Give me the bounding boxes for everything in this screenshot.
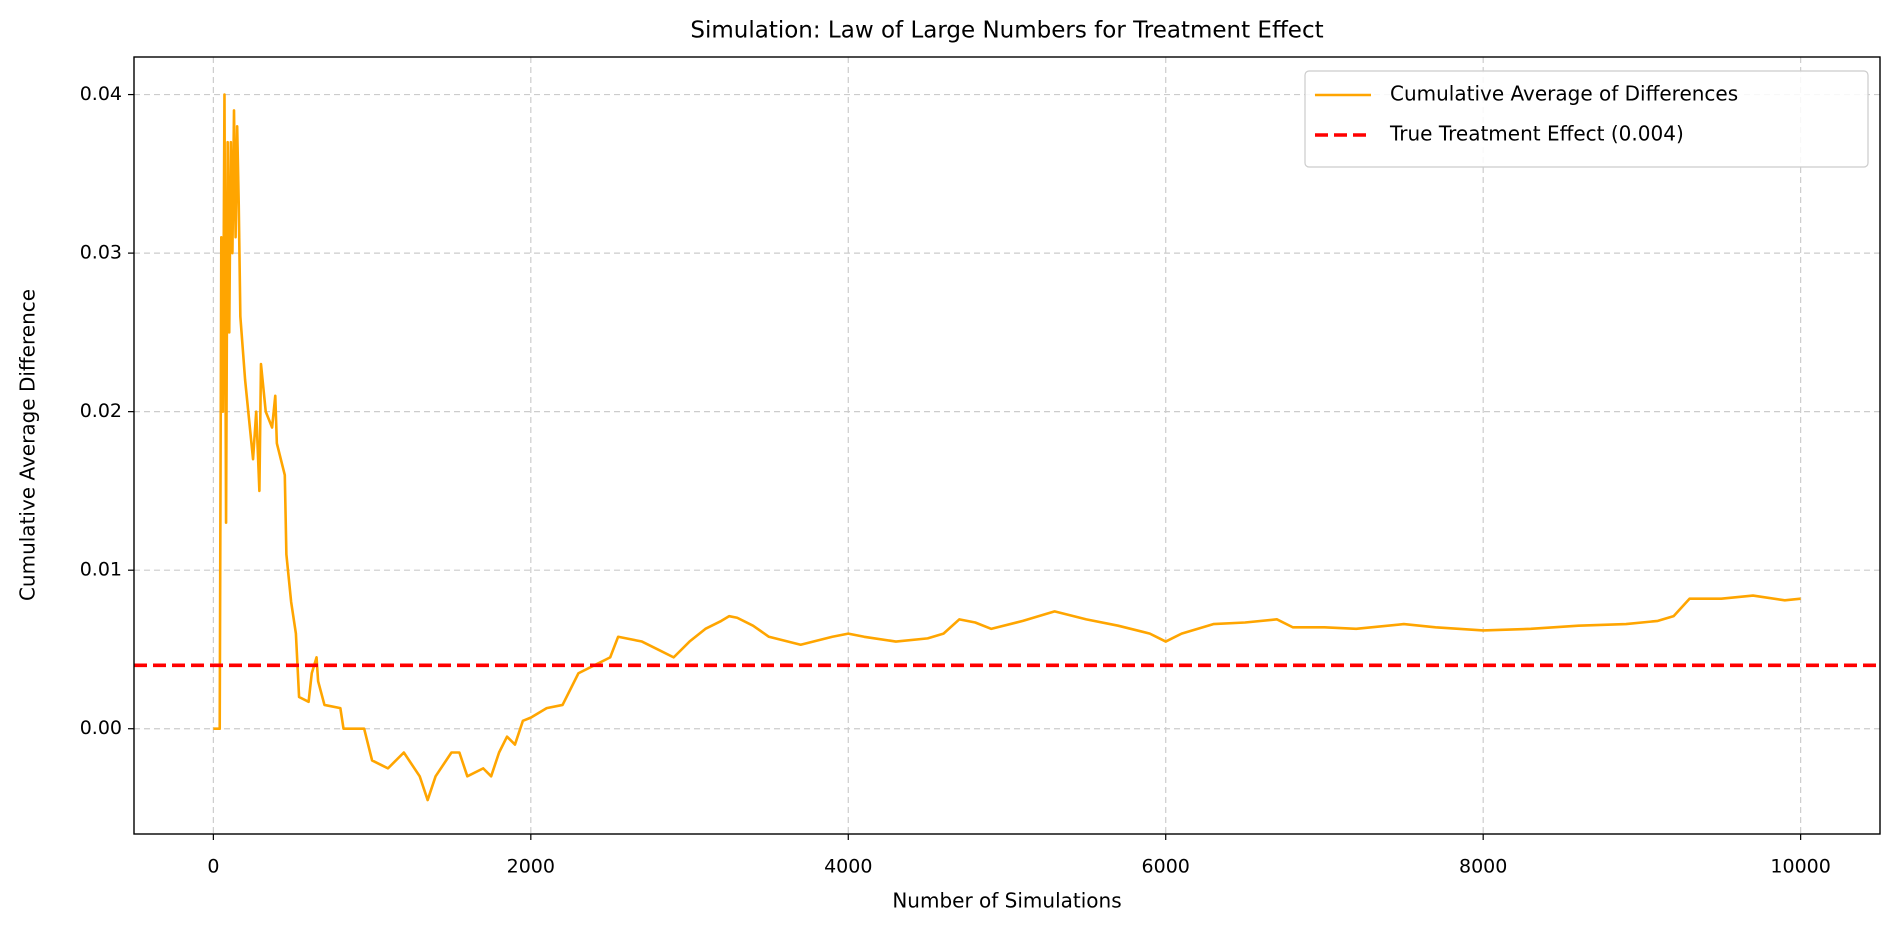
y-tick-label: 0.01 [80,559,122,581]
legend-label: True Treatment Effect (0.004) [1389,122,1684,146]
y-tick-label: 0.00 [80,717,122,739]
y-tick-label: 0.02 [80,400,122,422]
x-axis-label: Number of Simulations [892,889,1121,913]
legend-label: Cumulative Average of Differences [1390,82,1738,106]
y-tick-label: 0.03 [80,242,122,264]
y-axis-label: Cumulative Average Difference [16,289,40,601]
data-line [213,93,1801,802]
chart-title: Simulation: Law of Large Numbers for Tre… [690,18,1323,44]
x-tick-label: 4000 [824,856,872,878]
y-tick-label: 0.04 [80,83,122,105]
axes-frame [133,56,1881,835]
x-tick-label: 8000 [1459,856,1507,878]
x-tick-label: 0 [207,856,219,878]
legend-box [1304,70,1869,168]
x-tick-label: 6000 [1142,856,1190,878]
x-tick-label: 10000 [1770,856,1830,878]
x-tick-label: 2000 [507,856,555,878]
